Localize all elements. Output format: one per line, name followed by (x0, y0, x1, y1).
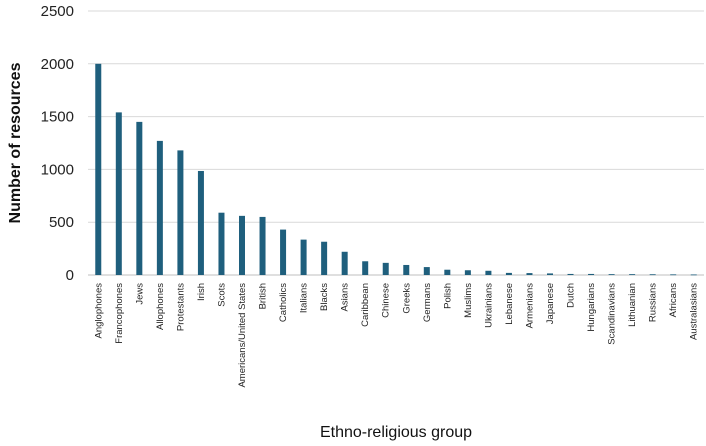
x-tick-label: Muslims (463, 283, 474, 318)
bar-lebanese (505, 272, 512, 275)
x-tick-label: Russians (648, 283, 659, 322)
y-tick-label: 2500 (41, 3, 74, 20)
bar-british (259, 216, 266, 275)
x-tick-label: Protestants (175, 283, 186, 331)
x-tick-label: Ukrainians (483, 283, 494, 328)
x-tick-label: Catholics (278, 283, 289, 322)
x-tick-label: British (258, 283, 269, 309)
x-tick-label: Caribbean (360, 283, 371, 327)
bar-caribbean (362, 261, 369, 275)
x-tick-label: Germans (422, 283, 433, 322)
x-tick-label: Irish (196, 283, 207, 301)
x-tick-label: Scots (216, 283, 227, 307)
y-tick-label: 1000 (41, 161, 74, 178)
bar-germans (423, 267, 430, 275)
x-tick-label: Scandinavians (607, 283, 618, 345)
x-tick-label: Asians (340, 283, 351, 312)
y-axis-ticks: 0 500 1000 1500 2000 2500 (41, 3, 74, 284)
bar-jews (136, 121, 143, 275)
bar-protestants (177, 150, 184, 275)
bar-hungarians (588, 273, 595, 275)
x-axis-category-labels: Anglophones Francophones Jews Allophones Pro… (93, 283, 699, 388)
x-tick-label: Australasians (689, 283, 700, 340)
bar-polish (444, 269, 451, 275)
bar-australasians (690, 274, 697, 276)
bars (95, 63, 697, 276)
x-tick-label: Greeks (401, 283, 412, 314)
x-tick-label: Chinese (381, 283, 392, 318)
bar-francophones (115, 112, 122, 275)
x-tick-label: Armenians (524, 283, 535, 329)
x-axis-title: Ethno-religious group (320, 424, 472, 441)
bar-africans (670, 274, 677, 276)
bar-ukrainians (485, 270, 492, 275)
x-tick-label: Jews (134, 283, 145, 305)
bar-catholics (280, 229, 287, 275)
x-tick-label: Anglophones (93, 283, 104, 339)
y-tick-label: 1500 (41, 109, 74, 126)
y-tick-label: 500 (49, 214, 74, 231)
bar-japanese (547, 273, 553, 275)
y-tick-label: 2000 (41, 56, 74, 73)
bar-scandinavians (608, 274, 615, 275)
bar-lithuanian (629, 274, 636, 275)
x-tick-label: Lebanese (504, 283, 515, 325)
y-tick-label: 0 (66, 267, 74, 284)
x-tick-label: Africans (668, 283, 679, 318)
bar-russians (649, 274, 656, 276)
bar-greeks (403, 264, 410, 275)
x-tick-label: Dutch (566, 283, 577, 308)
x-tick-label: Francophones (114, 283, 125, 344)
bar-chinese (382, 262, 389, 275)
x-tick-label: Italians (299, 283, 310, 313)
bar-scots (218, 212, 225, 275)
x-tick-label: Americans/United States (237, 283, 248, 388)
bar-armenians (526, 273, 533, 275)
bar-dutch (567, 273, 574, 275)
bar-muslims (464, 270, 471, 275)
x-tick-label: Allophones (155, 283, 166, 330)
x-tick-label: Polish (442, 283, 453, 309)
bar-allophones (156, 140, 163, 275)
x-tick-label: Blacks (319, 283, 330, 311)
gridlines (88, 10, 704, 276)
y-axis-title: Number of resources (7, 62, 24, 223)
x-tick-label: Japanese (545, 283, 556, 324)
bar-americans-united-states (239, 215, 245, 275)
bar-anglophones (95, 63, 102, 275)
x-tick-label: Hungarians (586, 283, 597, 332)
x-tick-label: Lithuanian (627, 283, 638, 327)
bar-asians (341, 251, 348, 275)
bar-blacks (321, 241, 328, 275)
bar-irish (197, 170, 204, 275)
bar-italians (300, 239, 307, 275)
